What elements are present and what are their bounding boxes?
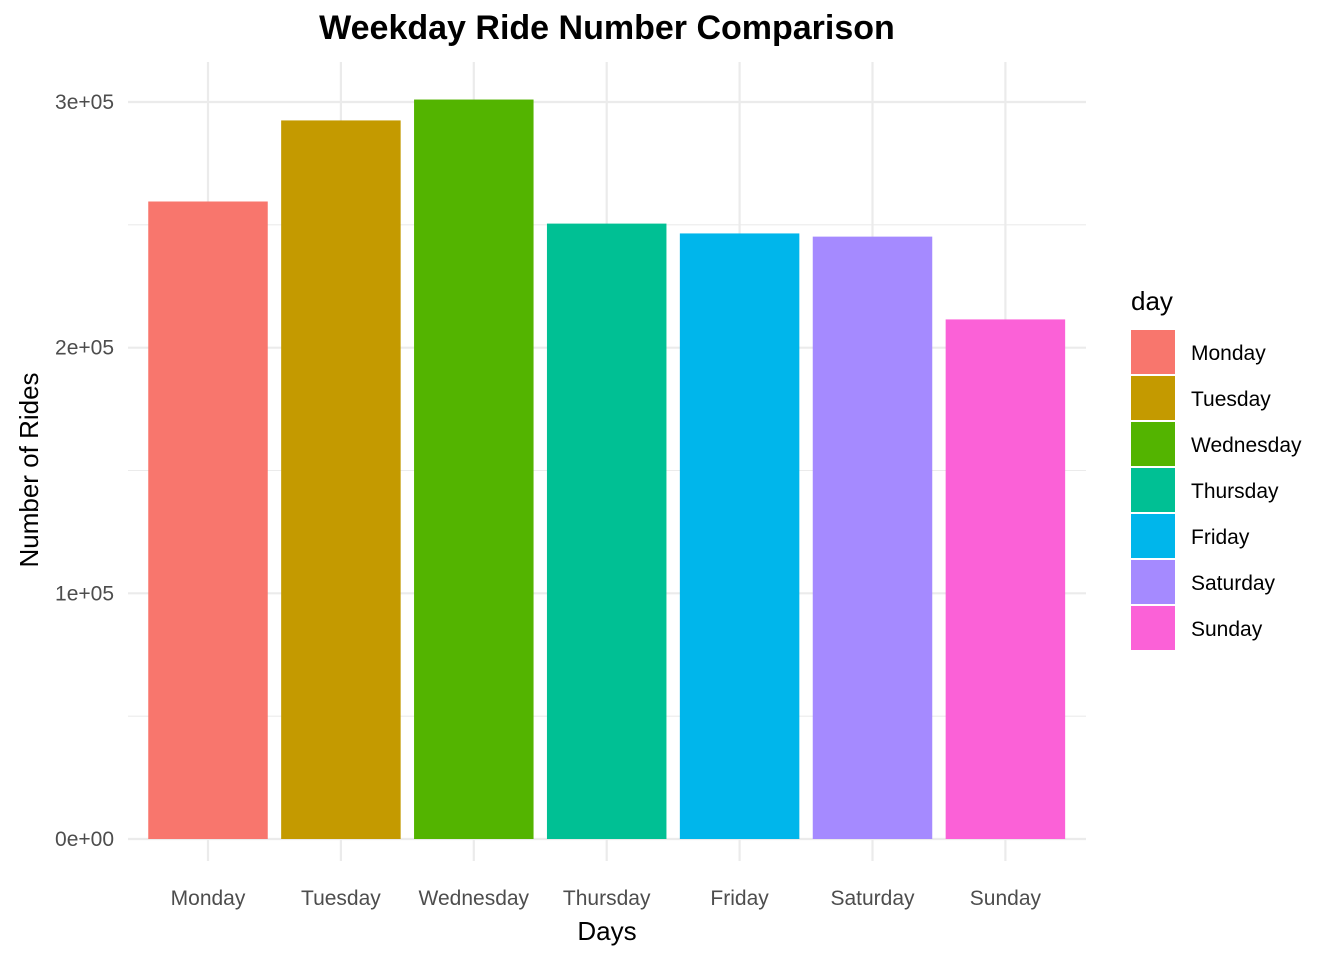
- legend-label-sunday: Sunday: [1191, 618, 1263, 641]
- legend-key-wednesday: [1131, 422, 1175, 466]
- legend-label-monday: Monday: [1191, 342, 1266, 365]
- bar-friday: [679, 233, 800, 840]
- chart-title: Weekday Ride Number Comparison: [319, 9, 895, 47]
- bar-wednesday: [414, 99, 534, 839]
- y-tick-label: 1e+05: [55, 582, 114, 605]
- x-axis-ticks: Monday Tuesday Wednesday Thursday Friday Satu…: [171, 887, 1042, 910]
- x-tick-label: Tuesday: [301, 887, 381, 910]
- legend-key-thursday: [1131, 468, 1175, 512]
- legend-key-saturday: [1131, 560, 1175, 604]
- legend-title: day: [1131, 286, 1173, 316]
- y-axis-ticks: 0e+00 1e+05 2e+05 3e+05: [55, 91, 114, 851]
- bar-saturday: [812, 236, 933, 839]
- x-tick-label: Saturday: [830, 887, 915, 910]
- legend-key-monday: [1131, 330, 1175, 374]
- legend-key-tuesday: [1131, 376, 1175, 420]
- y-axis-title: Number of Rides: [14, 372, 44, 567]
- legend-key-sunday: [1131, 606, 1175, 650]
- x-tick-label: Wednesday: [419, 887, 530, 910]
- legend-label-friday: Friday: [1191, 526, 1250, 549]
- legend-label-tuesday: Tuesday: [1191, 388, 1271, 411]
- bar-monday: [148, 201, 268, 839]
- bars: [148, 99, 1066, 840]
- legend: day Monday Tuesday Wednesday Thursday Friday…: [1131, 286, 1302, 650]
- legend-label-wednesday: Wednesday: [1191, 434, 1302, 457]
- x-axis-title: Days: [577, 916, 636, 946]
- x-tick-label: Thursday: [563, 887, 651, 910]
- bar-sunday: [945, 319, 1066, 839]
- legend-label-thursday: Thursday: [1191, 480, 1279, 503]
- legend-key-friday: [1131, 514, 1175, 558]
- y-tick-label: 3e+05: [55, 91, 114, 114]
- bar-thursday: [546, 223, 667, 840]
- y-tick-label: 0e+00: [55, 828, 114, 851]
- legend-label-saturday: Saturday: [1191, 572, 1276, 595]
- bar-tuesday: [281, 120, 401, 840]
- x-tick-label: Friday: [710, 887, 769, 910]
- x-tick-label: Sunday: [970, 887, 1042, 910]
- y-tick-label: 2e+05: [55, 337, 114, 360]
- x-tick-label: Monday: [171, 887, 246, 910]
